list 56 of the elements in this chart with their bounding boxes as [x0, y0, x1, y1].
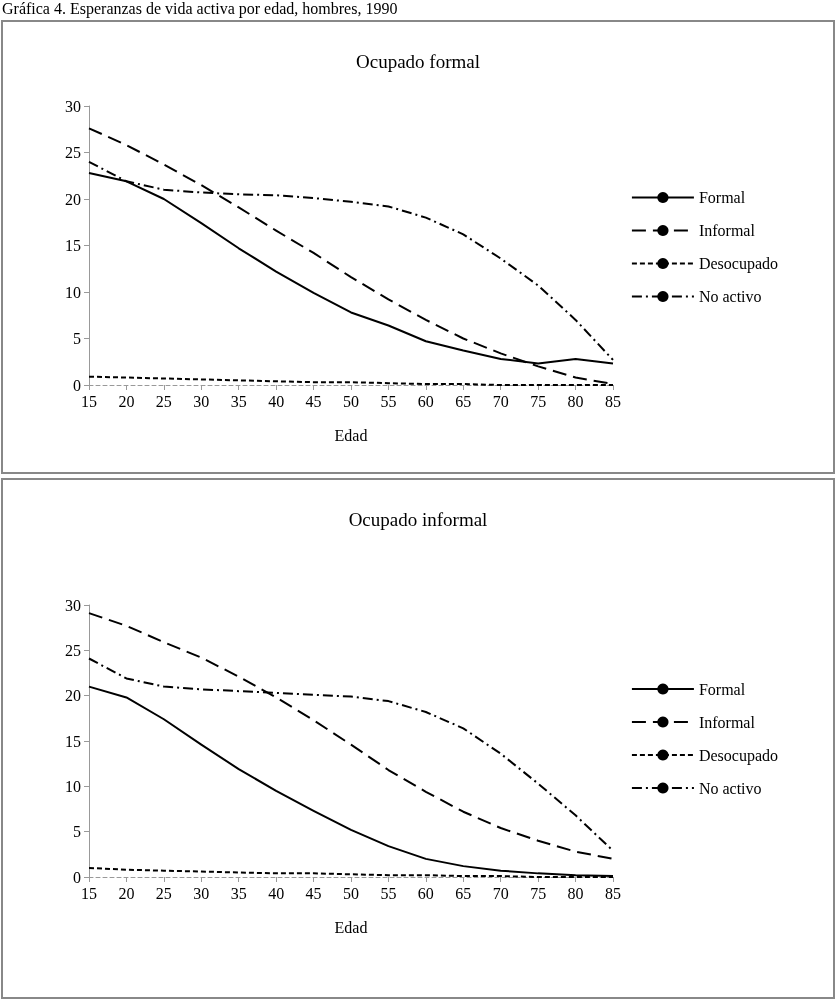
x-tick-label: 30 [193, 884, 210, 902]
y-tick-label: 15 [65, 732, 81, 750]
x-tick-label: 80 [567, 392, 584, 410]
y-tick-label: 15 [65, 237, 81, 254]
x-tick-label: 85 [605, 884, 621, 902]
x-tick-label: 20 [118, 884, 135, 902]
x-tick-label: 75 [530, 392, 547, 410]
y-tick-label: 0 [73, 868, 81, 886]
x-tick-label: 35 [230, 884, 247, 902]
x-tick-label: 60 [417, 392, 434, 410]
legend-label: No activo [698, 288, 762, 305]
x-tick-label: 70 [492, 392, 509, 410]
y-tick-label: 30 [65, 596, 81, 614]
x-tick-label: 65 [455, 884, 472, 902]
x-tick-label: 55 [380, 392, 397, 410]
chart-title: Ocupado formal [356, 51, 480, 72]
y-tick-label: 10 [65, 777, 81, 795]
x-tick-label: 50 [343, 392, 359, 410]
text: Gráfica 4. Esperanzas de vida activa por edad, hombres, 1990 [2, 0, 398, 18]
x-tick-label: 30 [193, 392, 210, 410]
legend-label: Informal [698, 713, 756, 731]
legend-label: Formal [698, 189, 746, 206]
x-tick-label: 40 [268, 884, 285, 902]
x-tick-label: 25 [155, 884, 172, 902]
legend-label: Desocupado [698, 746, 779, 765]
x-tick-label: 60 [417, 884, 434, 902]
x-tick-label: 20 [118, 392, 135, 410]
x-tick-label: 75 [530, 884, 547, 902]
x-tick-label: 65 [455, 392, 472, 410]
legend-label: Desocupado [698, 255, 779, 273]
x-tick-label: 55 [380, 884, 397, 902]
y-tick-label: 20 [65, 687, 81, 705]
x-tick-label: 35 [230, 392, 247, 410]
x-tick-label: 85 [605, 392, 621, 410]
x-axis-title: Edad [334, 918, 368, 936]
chart-title: Ocupado informal [348, 509, 488, 530]
y-tick-label: 25 [65, 641, 81, 659]
y-tick-label: 5 [73, 823, 81, 841]
x-axis-title: Edad [334, 426, 368, 444]
y-tick-label: 25 [65, 144, 81, 161]
y-tick-label: 5 [73, 330, 81, 347]
y-tick-label: 0 [73, 376, 81, 394]
line-series [88, 612, 614, 860]
x-tick-label: 25 [155, 392, 172, 410]
y-tick-label: 20 [65, 190, 81, 208]
x-tick-label: 40 [268, 392, 285, 410]
y-tick-label: 30 [65, 97, 81, 115]
x-tick-label: 50 [343, 884, 359, 902]
x-tick-label: 45 [305, 884, 322, 902]
legend-label: Informal [698, 222, 756, 239]
legend-label: Formal [698, 680, 746, 698]
x-tick-label: 70 [492, 884, 509, 902]
legend-label: No activo [698, 779, 762, 797]
x-tick-label: 80 [567, 884, 584, 902]
y-tick-label: 10 [65, 283, 81, 301]
x-tick-label: 45 [305, 392, 322, 410]
